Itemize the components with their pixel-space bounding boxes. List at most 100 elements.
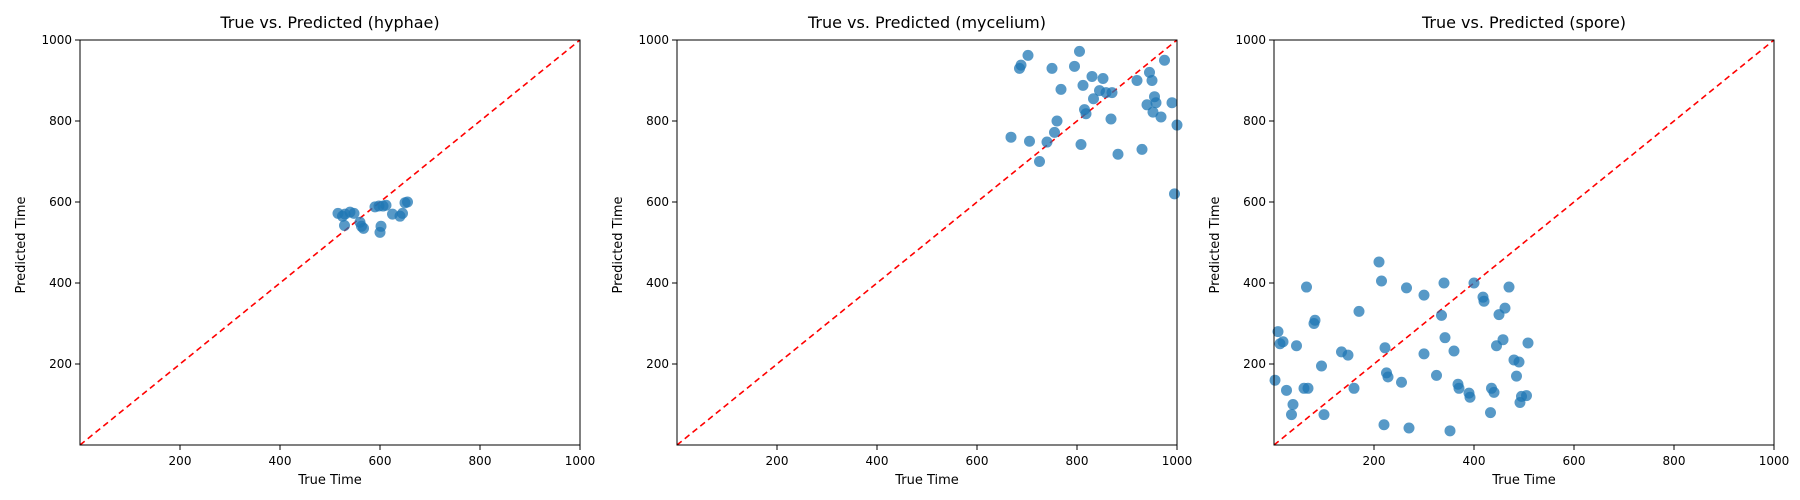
data-point xyxy=(1522,337,1534,349)
y-tick-label: 200 xyxy=(646,357,669,371)
data-point xyxy=(1277,336,1289,348)
data-point xyxy=(402,196,413,208)
x-tick-label: 400 xyxy=(269,454,292,468)
chart-title: True vs. Predicted (spore) xyxy=(1421,13,1626,32)
data-point xyxy=(1418,289,1430,301)
x-tick-label: 1000 xyxy=(1162,454,1193,468)
x-tick-label: 800 xyxy=(469,454,492,468)
y-axis-label: Predicted Time xyxy=(1208,197,1223,294)
x-tick-label: 600 xyxy=(369,454,392,468)
data-point xyxy=(1396,376,1407,388)
data-point xyxy=(1438,277,1450,289)
data-point xyxy=(380,199,392,211)
y-tick-label: 800 xyxy=(1243,114,1266,128)
plot-area: 200 400 600 800 1000 200 400 600 800 1000 xyxy=(41,33,595,468)
axes-frame xyxy=(79,39,581,446)
data-point xyxy=(1301,281,1312,293)
data-point xyxy=(1468,277,1480,289)
data-point xyxy=(1150,97,1162,109)
data-point xyxy=(1074,45,1085,57)
data-point xyxy=(1318,409,1330,421)
data-point xyxy=(1049,126,1060,138)
subplot-hyphae: True vs. Predicted (hyphae) 200 400 600 800… xyxy=(14,13,595,488)
data-point xyxy=(1511,370,1522,382)
data-point xyxy=(1488,386,1500,398)
data-point xyxy=(1069,60,1080,72)
x-tick-label: 1000 xyxy=(1759,454,1790,468)
data-point xyxy=(1444,425,1456,437)
data-point xyxy=(1497,334,1509,346)
chart-title: True vs. Predicted (hyphae) xyxy=(219,13,439,32)
x-tick-label: 400 xyxy=(1463,454,1486,468)
data-point xyxy=(1147,106,1159,118)
data-point xyxy=(1382,371,1394,383)
data-point xyxy=(1418,348,1430,360)
x-tick-label: 400 xyxy=(866,454,889,468)
axes-frame xyxy=(676,39,1178,446)
subplot-spore: True vs. Predicted (spore) 200 400 600 800 1… xyxy=(1208,13,1789,488)
data-point xyxy=(1513,356,1525,368)
data-point xyxy=(1436,309,1447,321)
y-axis-label: Predicted Time xyxy=(611,197,626,294)
y-tick-label: 200 xyxy=(1243,357,1266,371)
data-point xyxy=(1281,384,1292,396)
data-point xyxy=(1034,156,1045,167)
data-point xyxy=(1453,382,1465,394)
x-axis-label: True Time xyxy=(297,473,362,488)
y-tick-label: 800 xyxy=(646,114,669,128)
y-tick-label: 400 xyxy=(1243,276,1266,290)
data-point xyxy=(358,222,369,234)
reference-line xyxy=(1273,39,1775,446)
data-point xyxy=(1348,382,1360,394)
data-point xyxy=(1431,369,1442,381)
data-point xyxy=(339,219,350,231)
data-point xyxy=(1291,340,1302,352)
data-point xyxy=(1166,97,1178,109)
y-tick-label: 1000 xyxy=(638,33,669,47)
x-tick-label: 800 xyxy=(1066,454,1089,468)
data-point xyxy=(1439,332,1451,344)
x-tick-label: 1000 xyxy=(565,454,596,468)
data-point xyxy=(1097,72,1109,84)
data-point xyxy=(1080,108,1092,120)
data-point xyxy=(1309,314,1321,326)
y-axis-label: Predicted Time xyxy=(14,197,29,294)
data-point xyxy=(1075,138,1087,150)
data-point xyxy=(1055,83,1067,95)
data-point xyxy=(1046,62,1058,74)
data-point xyxy=(1146,75,1158,86)
data-point xyxy=(1499,302,1511,314)
data-point xyxy=(348,207,360,219)
data-point xyxy=(1478,295,1490,307)
data-point xyxy=(1378,419,1390,431)
x-tick-label: 200 xyxy=(169,454,192,468)
data-point xyxy=(1373,256,1385,268)
data-point xyxy=(1086,70,1098,82)
data-point xyxy=(1024,135,1035,147)
y-tick-label: 400 xyxy=(49,276,72,290)
data-point xyxy=(375,220,387,232)
data-point xyxy=(1448,345,1460,357)
x-tick-label: 600 xyxy=(1563,454,1586,468)
data-point xyxy=(1376,275,1387,287)
plot-area: 200 400 600 800 1000 200 400 600 800 1000 xyxy=(1235,33,1789,468)
data-point xyxy=(1379,342,1391,354)
data-point xyxy=(1521,390,1532,402)
data-point xyxy=(1136,143,1148,155)
x-axis-label: True Time xyxy=(1491,473,1556,488)
data-point xyxy=(1286,409,1297,421)
data-point xyxy=(1112,148,1124,160)
x-tick-label: 200 xyxy=(766,454,789,468)
data-point xyxy=(1159,54,1170,66)
data-point xyxy=(1131,75,1143,86)
data-point xyxy=(1105,113,1117,125)
data-point xyxy=(1403,422,1415,434)
data-point xyxy=(1464,391,1476,403)
y-tick-label: 600 xyxy=(1243,195,1266,209)
data-point xyxy=(397,207,408,219)
data-point xyxy=(1077,79,1089,91)
data-point xyxy=(1041,136,1053,148)
data-point xyxy=(1272,326,1284,338)
y-tick-label: 1000 xyxy=(1235,33,1266,47)
data-point xyxy=(1141,99,1153,111)
